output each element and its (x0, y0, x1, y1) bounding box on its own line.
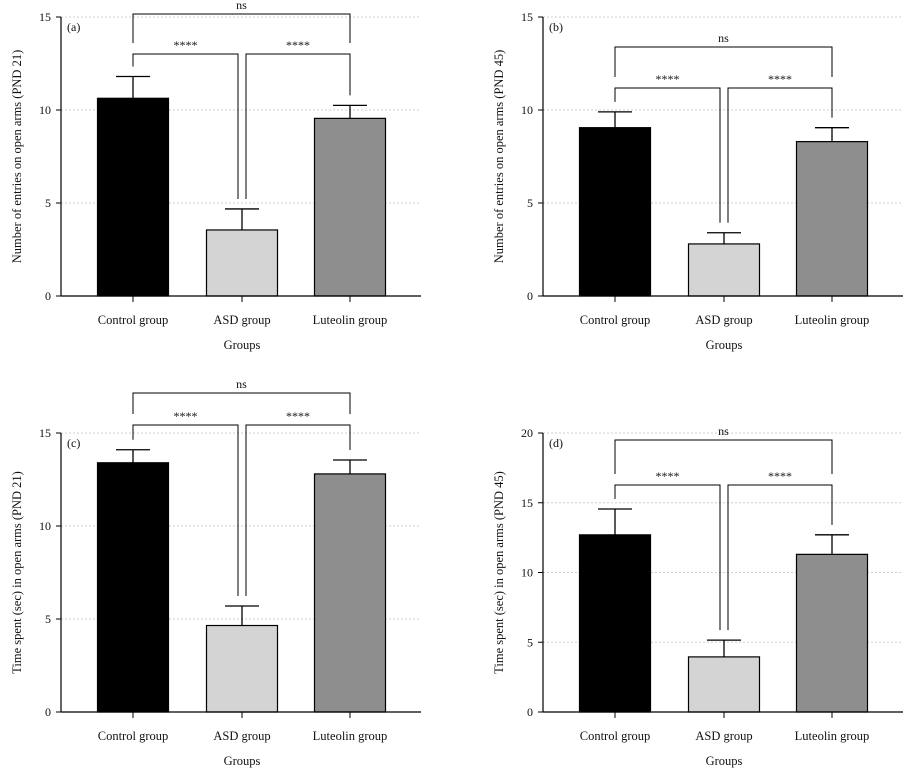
x-tick-label: Control group (580, 313, 650, 327)
x-tick-label: Control group (98, 729, 168, 743)
significance-bracket (614, 484, 721, 631)
panel-label: (a) (67, 20, 80, 34)
y-tick-label: 0 (527, 705, 533, 719)
significance-label: **** (768, 469, 792, 483)
panel-label: (d) (549, 436, 563, 450)
y-tick-label: 15 (521, 496, 533, 510)
y-tick-label: 0 (45, 705, 51, 719)
y-tick-label: 15 (39, 10, 51, 24)
significance-label: **** (174, 38, 198, 52)
bar-luteolin-group (795, 141, 869, 297)
significance-bracket (132, 392, 351, 414)
bar-control-group (96, 97, 170, 297)
y-tick-label: 10 (39, 519, 51, 533)
x-tick-label: Control group (98, 313, 168, 327)
significance-label: **** (768, 72, 792, 86)
chart-panel-c: 0 5 10 15 Control group ASD group Luteolin gro… (10, 377, 421, 768)
y-axis-title: Time spent (sec) in open arms (PND 45) (492, 471, 506, 674)
significance-bracket (727, 484, 833, 631)
bar-control-group (96, 462, 170, 713)
y-tick-label: 20 (521, 426, 533, 440)
y-tick-label: 5 (527, 635, 533, 649)
bar-asd-group (687, 243, 761, 297)
panel-label: (c) (67, 436, 80, 450)
x-tick-label: ASD group (695, 729, 752, 743)
chart-panel-b: 0 5 10 15 Control group ASD group Luteolin gro… (492, 10, 903, 352)
y-tick-label: 0 (45, 289, 51, 303)
significance-label: **** (286, 409, 310, 423)
x-tick-label: ASD group (213, 313, 270, 327)
bar-asd-group (687, 656, 761, 713)
x-tick-label: Control group (580, 729, 650, 743)
bar-control-group (578, 127, 652, 297)
x-axis-title: Groups (224, 338, 261, 352)
y-axis-title: Number of entries on open arms (PND 21) (10, 50, 24, 264)
panel-label: (b) (549, 20, 563, 34)
significance-bracket (614, 439, 833, 474)
y-tick-label: 10 (521, 103, 533, 117)
bar-luteolin-group (795, 553, 869, 713)
significance-label: **** (656, 72, 680, 86)
x-axis-title: Groups (706, 754, 743, 768)
significance-label: ns (236, 377, 247, 391)
y-tick-label: 15 (39, 426, 51, 440)
significance-bracket (614, 46, 833, 77)
significance-label: ns (718, 424, 729, 438)
significance-label: **** (174, 409, 198, 423)
chart-panel-d: 0 5 10 15 20 Control group ASD group Luteolin g… (492, 424, 903, 768)
x-tick-label: Luteolin group (313, 313, 388, 327)
significance-bracket (245, 424, 351, 596)
significance-bracket (245, 53, 351, 199)
y-tick-label: 10 (39, 103, 51, 117)
x-axis-title: Groups (224, 754, 261, 768)
bar-luteolin-group (313, 117, 387, 297)
x-tick-label: ASD group (695, 313, 752, 327)
significance-bracket (132, 53, 239, 199)
bar-asd-group (205, 624, 279, 713)
x-tick-label: Luteolin group (795, 313, 870, 327)
bar-control-group (578, 534, 652, 713)
y-axis-title: Time spent (sec) in open arms (PND 21) (10, 471, 24, 674)
bar-asd-group (205, 229, 279, 297)
y-tick-label: 15 (521, 10, 533, 24)
chart-panel-a: 0 5 10 15 Control group ASD group Luteolin gro… (10, 0, 421, 352)
significance-label: ns (718, 31, 729, 45)
x-tick-label: ASD group (213, 729, 270, 743)
x-axis-title: Groups (706, 338, 743, 352)
y-tick-label: 0 (527, 289, 533, 303)
significance-label: **** (286, 38, 310, 52)
x-tick-label: Luteolin group (795, 729, 870, 743)
y-tick-label: 5 (45, 612, 51, 626)
significance-bracket (132, 13, 351, 43)
significance-bracket (132, 424, 239, 596)
significance-bracket (727, 87, 833, 223)
significance-bracket (614, 87, 721, 223)
bar-luteolin-group (313, 473, 387, 713)
significance-label: ns (236, 0, 247, 12)
y-tick-label: 5 (45, 196, 51, 210)
x-tick-label: Luteolin group (313, 729, 388, 743)
y-axis-title: Number of entries on open arms (PND 45) (492, 50, 506, 264)
significance-label: **** (656, 469, 680, 483)
y-tick-label: 10 (521, 566, 533, 580)
y-tick-label: 5 (527, 196, 533, 210)
